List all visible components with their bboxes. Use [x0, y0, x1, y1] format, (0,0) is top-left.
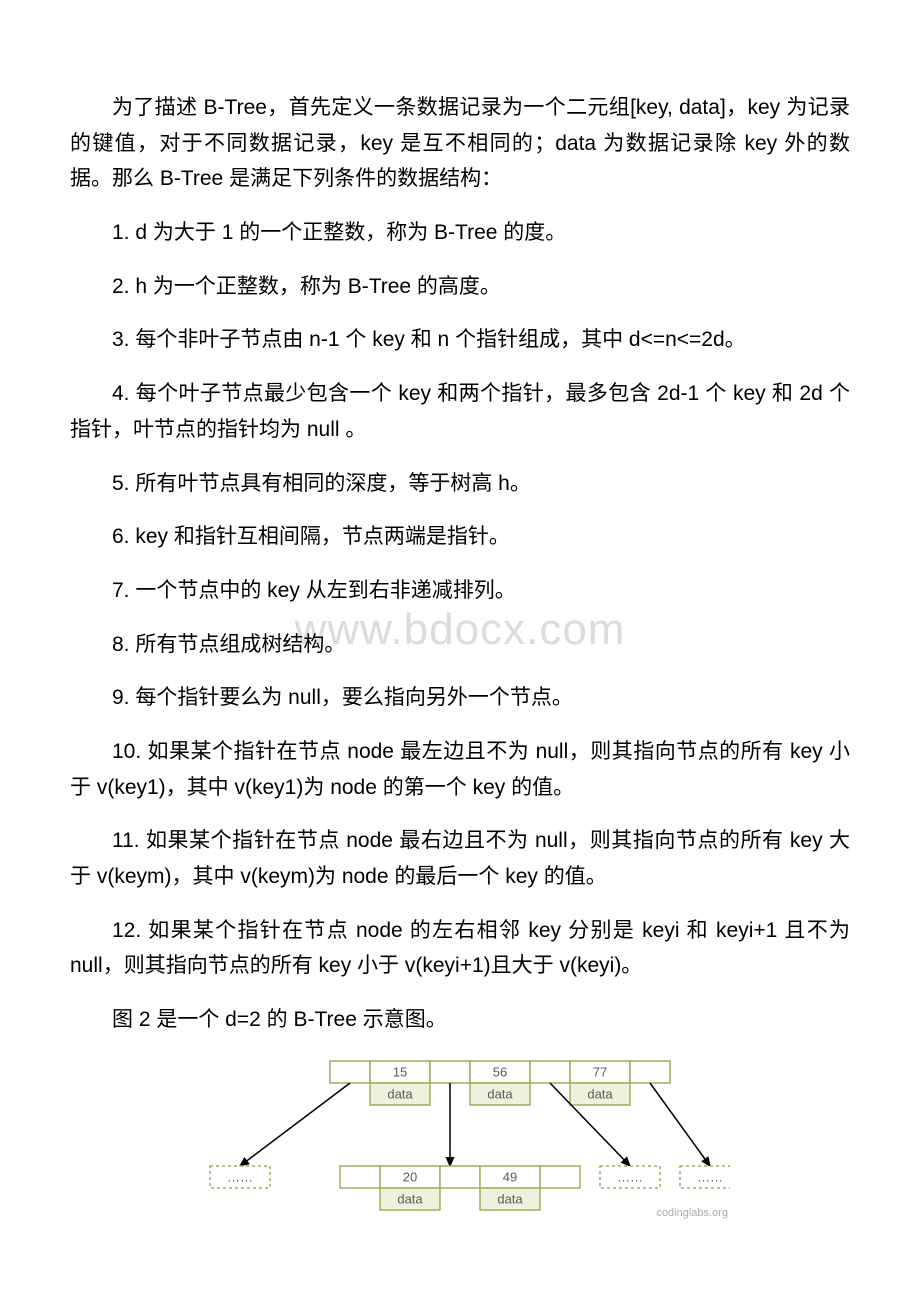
- svg-text:……: ……: [697, 1169, 723, 1184]
- svg-text:data: data: [497, 1191, 523, 1206]
- svg-text:data: data: [387, 1086, 413, 1101]
- rule-7: 7. 一个节点中的 key 从左到右非递减排列。: [70, 573, 850, 609]
- svg-text:data: data: [487, 1086, 513, 1101]
- document-content: 为了描述 B-Tree，首先定义一条数据记录为一个二元组[key, data]，…: [70, 90, 850, 1221]
- intro-paragraph: 为了描述 B-Tree，首先定义一条数据记录为一个二元组[key, data]，…: [70, 90, 850, 197]
- rule-12: 12. 如果某个指针在节点 node 的左右相邻 key 分别是 keyi 和 …: [70, 913, 850, 984]
- rule-8: 8. 所有节点组成树结构。: [70, 627, 850, 663]
- rule-10: 10. 如果某个指针在节点 node 最左边且不为 null，则其指向节点的所有…: [70, 734, 850, 805]
- svg-text:……: ……: [617, 1169, 643, 1184]
- rule-3: 3. 每个非叶子节点由 n-1 个 key 和 n 个指针组成，其中 d<=n<…: [70, 322, 850, 358]
- rule-9: 9. 每个指针要么为 null，要么指向另外一个节点。: [70, 680, 850, 716]
- svg-text:15: 15: [393, 1064, 407, 1079]
- svg-text:data: data: [397, 1191, 423, 1206]
- rule-2: 2. h 为一个正整数，称为 B-Tree 的高度。: [70, 269, 850, 305]
- svg-text:data: data: [587, 1086, 613, 1101]
- svg-text:77: 77: [593, 1064, 607, 1079]
- rule-4: 4. 每个叶子节点最少包含一个 key 和两个指针，最多包含 2d-1 个 ke…: [70, 376, 850, 447]
- rule-5: 5. 所有叶节点具有相同的深度，等于树高 h。: [70, 466, 850, 502]
- btree-diagram: 15 56 77 data data data …… 20 49 data data …… …… codi…: [190, 1056, 730, 1221]
- rule-1: 1. d 为大于 1 的一个正整数，称为 B-Tree 的度。: [70, 215, 850, 251]
- caption-fig2: 图 2 是一个 d=2 的 B-Tree 示意图。: [70, 1002, 850, 1038]
- rule-11: 11. 如果某个指针在节点 node 最右边且不为 null，则其指向节点的所有…: [70, 823, 850, 894]
- svg-text:20: 20: [403, 1169, 417, 1184]
- svg-text:49: 49: [503, 1169, 517, 1184]
- svg-text:codinglabs.org: codinglabs.org: [656, 1207, 728, 1219]
- svg-text:56: 56: [493, 1064, 507, 1079]
- svg-text:……: ……: [227, 1169, 253, 1184]
- rule-6: 6. key 和指针互相间隔，节点两端是指针。: [70, 519, 850, 555]
- btree-svg: 15 56 77 data data data …… 20 49 data data …… …… codi…: [190, 1056, 730, 1221]
